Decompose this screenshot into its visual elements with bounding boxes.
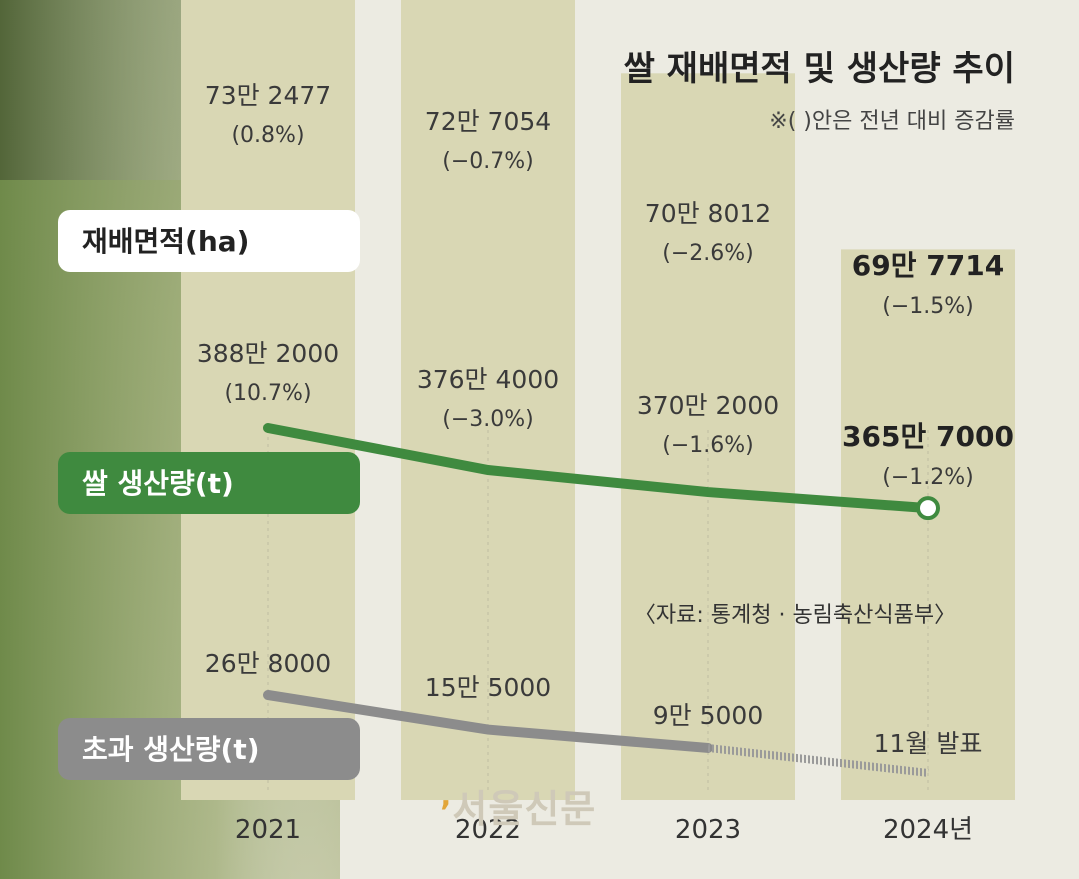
production-value-label: 388만 2000 xyxy=(197,339,339,368)
surplus-line-pending xyxy=(707,743,929,777)
watermark: ’서울신문 xyxy=(440,787,597,831)
legend-surplus-label: 초과 생산량(t) xyxy=(82,733,260,766)
area-change-label: (−0.7%) xyxy=(442,149,534,174)
production-value-label: 376만 4000 xyxy=(417,365,559,394)
area-value-label: 72만 7054 xyxy=(425,107,551,136)
surplus-line xyxy=(263,690,713,753)
x-tick-label: 2023 xyxy=(675,815,741,845)
x-tick-label: 2024년 xyxy=(883,815,973,845)
surplus-value-label: 11월 발표 xyxy=(874,729,983,758)
legend-production-box xyxy=(58,452,360,514)
area-value-label: 70만 8012 xyxy=(645,199,771,228)
area-bar-2024년 xyxy=(841,249,1015,800)
x-tick-label: 2021 xyxy=(235,815,301,845)
production-point-last xyxy=(916,496,940,521)
area-change-label: (−1.5%) xyxy=(882,294,974,319)
legends: 재배면적(ha) 쌀 생산량(t) 초과 생산량(t) xyxy=(58,210,360,780)
area-value-label: 69만 7714 xyxy=(852,249,1004,282)
area-bar-2023 xyxy=(621,73,795,800)
production-change-label: (−1.6%) xyxy=(662,433,754,458)
watermark-text: 서울신문 xyxy=(452,787,597,831)
area-change-label: (0.8%) xyxy=(231,123,304,148)
area-bar-2021 xyxy=(181,0,355,800)
x-tick-label: 2022 xyxy=(455,815,521,845)
area-change-label: (−2.6%) xyxy=(662,241,754,266)
legend-area-box xyxy=(58,210,360,272)
surplus-value-label: 15만 5000 xyxy=(425,673,551,702)
legend-production-label: 쌀 생산량(t) xyxy=(82,467,234,500)
production-change-label: (−3.0%) xyxy=(442,407,534,432)
legend-surplus-box xyxy=(58,718,360,780)
production-value-label: 365만 7000 xyxy=(842,420,1014,453)
surplus-value-label: 9만 5000 xyxy=(653,701,763,730)
legend-area-label: 재배면적(ha) xyxy=(82,225,249,258)
production-change-label: (10.7%) xyxy=(224,381,311,406)
surplus-value-label: 26만 8000 xyxy=(205,649,331,678)
chart-note: ※( )안은 전년 대비 증감률 xyxy=(769,109,1015,134)
area-bars xyxy=(181,0,1015,800)
chart-source: 〈자료: 통계청 · 농림축산식품부〉 xyxy=(634,603,956,628)
production-change-label: (−1.2%) xyxy=(882,465,974,490)
data-labels: 73만 2477 (0.8%) 72만 7054 (−0.7%) 70만 8012 (−2… xyxy=(197,81,1014,758)
production-value-label: 370만 2000 xyxy=(637,391,779,420)
x-axis: 2021 2022 2023 2024년 xyxy=(235,815,973,845)
chart-title: 쌀 재배면적 및 생산량 추이 xyxy=(624,49,1015,89)
series-lines xyxy=(263,423,940,777)
production-line xyxy=(263,423,933,514)
area-value-label: 73만 2477 xyxy=(205,81,331,110)
area-bar-2022 xyxy=(401,0,575,800)
